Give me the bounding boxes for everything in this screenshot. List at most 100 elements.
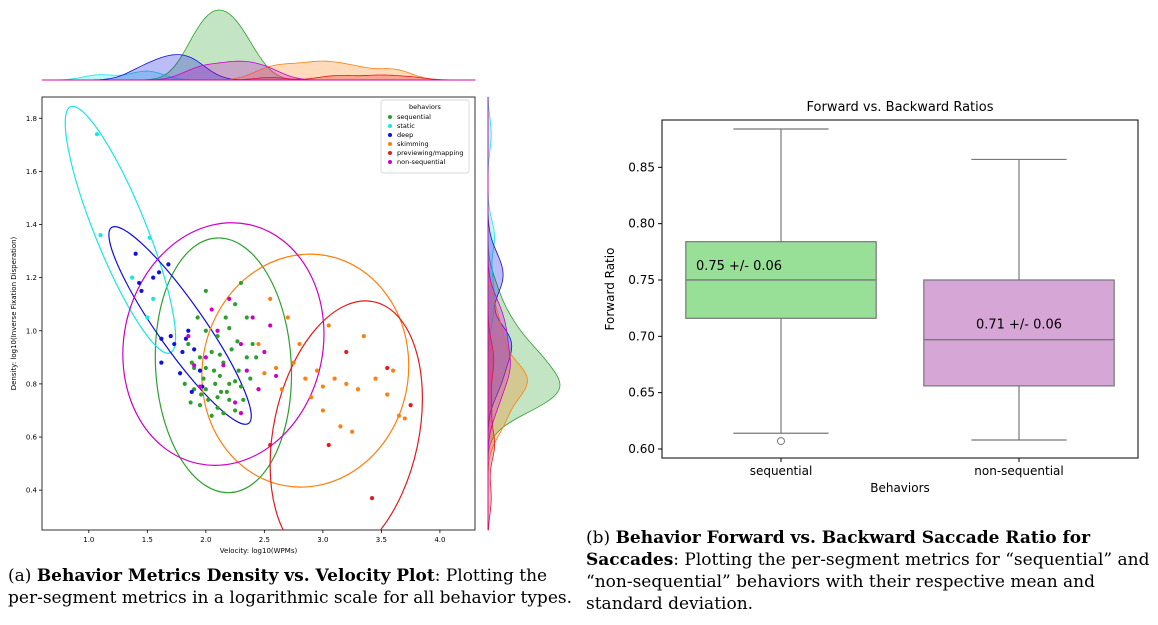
data-point [273,365,279,371]
data-point [250,315,255,320]
series-static [94,132,156,320]
data-point [390,368,396,373]
data-point [218,389,224,394]
data-point [197,368,203,373]
y-tick-label: 0.8 [26,380,37,388]
data-point [256,387,261,392]
data-point [241,397,246,402]
data-point [209,413,214,418]
x-tick-label: sequential [750,464,813,478]
data-point [159,336,164,341]
data-point [201,376,206,381]
y-tick-label: 0.75 [628,273,655,287]
y-tick-label: 0.6 [26,434,38,442]
right-kde-non-sequential [487,97,511,530]
y-tick-label: 1.2 [26,274,37,282]
data-point [182,381,187,386]
data-point [145,315,150,320]
mean-std-annotation: 0.75 +/- 0.06 [696,259,782,274]
caption-b-bold: Behavior Forward vs. Backward Saccade Ra… [586,528,1091,570]
x-tick-label: 2.0 [200,536,211,544]
data-point [133,251,138,256]
data-point [199,392,204,397]
legend-label: previewing/mapping [397,149,463,157]
legend-label: skimming [397,140,429,148]
legend-marker [388,115,392,119]
data-point [320,384,325,389]
top-kde-non-sequential [42,60,475,81]
legend-label: non-sequential [397,158,446,166]
data-point [320,408,325,413]
y-tick-label: 0.80 [628,217,655,231]
data-point [98,233,103,238]
data-point [254,355,259,360]
y-tick-label: 0.65 [628,386,655,400]
data-point [303,376,308,381]
series-deep [133,251,205,394]
data-point [172,341,177,347]
data-point [224,389,230,394]
data-point [221,411,226,416]
data-point [180,349,185,355]
data-point [244,315,249,320]
data-point [227,397,232,402]
legend-box [380,99,470,174]
legend-marker [388,160,392,164]
data-point [151,296,156,301]
legend-marker [388,151,392,155]
outlier-point [777,437,785,446]
confidence-ellipse-non-sequential [122,222,325,466]
data-point [279,387,285,392]
data-point [166,262,171,267]
data-point [227,296,232,301]
data-point [147,235,152,240]
data-point [373,376,378,381]
x-tick-label: 4.0 [434,536,445,544]
data-point [130,275,135,280]
data-point [297,341,302,347]
data-point [361,333,366,339]
caption-b-label: (b) [586,528,616,548]
confidence-ellipse-skimming [201,253,410,488]
data-point [244,355,249,360]
data-point [209,349,214,355]
data-point [309,395,314,400]
data-point [223,315,228,320]
legend: behaviors sequentialstaticdeepskimmingpre… [380,99,470,174]
caption-a-label: (a) [8,566,37,586]
data-point [227,381,232,386]
data-point [177,371,183,376]
data-point [203,365,208,371]
data-point [285,315,290,320]
y-tick-label: 0.85 [628,160,655,174]
data-point [236,368,241,373]
data-point [238,384,244,389]
data-point [151,275,156,280]
data-point [186,333,191,339]
y-tick-label: 0.70 [628,329,655,343]
plot-frame [41,96,476,531]
scatter-figure: 1.0 1.5 2.0 2.5 3.0 3.5 4.0 0.4 0.6 0.8 1.0 1.2 1.4 1… [10,9,561,555]
y-tick-label: 1.0 [26,327,37,335]
legend-marker [388,124,392,128]
data-point [94,132,100,137]
data-point [238,280,244,286]
data-point [211,368,217,373]
data-point [314,368,320,373]
data-point [268,442,273,448]
legend-label: static [397,122,415,130]
data-point [344,381,349,386]
data-point [338,424,343,429]
data-point [268,323,273,328]
data-point [209,307,214,312]
y-tick-label: 1.6 [26,168,38,176]
data-point [189,389,194,394]
chart-title: Forward vs. Backward Ratios [807,100,994,115]
data-point [350,429,355,434]
data-point [232,400,238,405]
data-point [229,347,234,352]
data-point [355,387,361,392]
data-point [186,341,191,347]
confidence-ellipse-deep [108,226,252,425]
data-point [244,368,249,373]
